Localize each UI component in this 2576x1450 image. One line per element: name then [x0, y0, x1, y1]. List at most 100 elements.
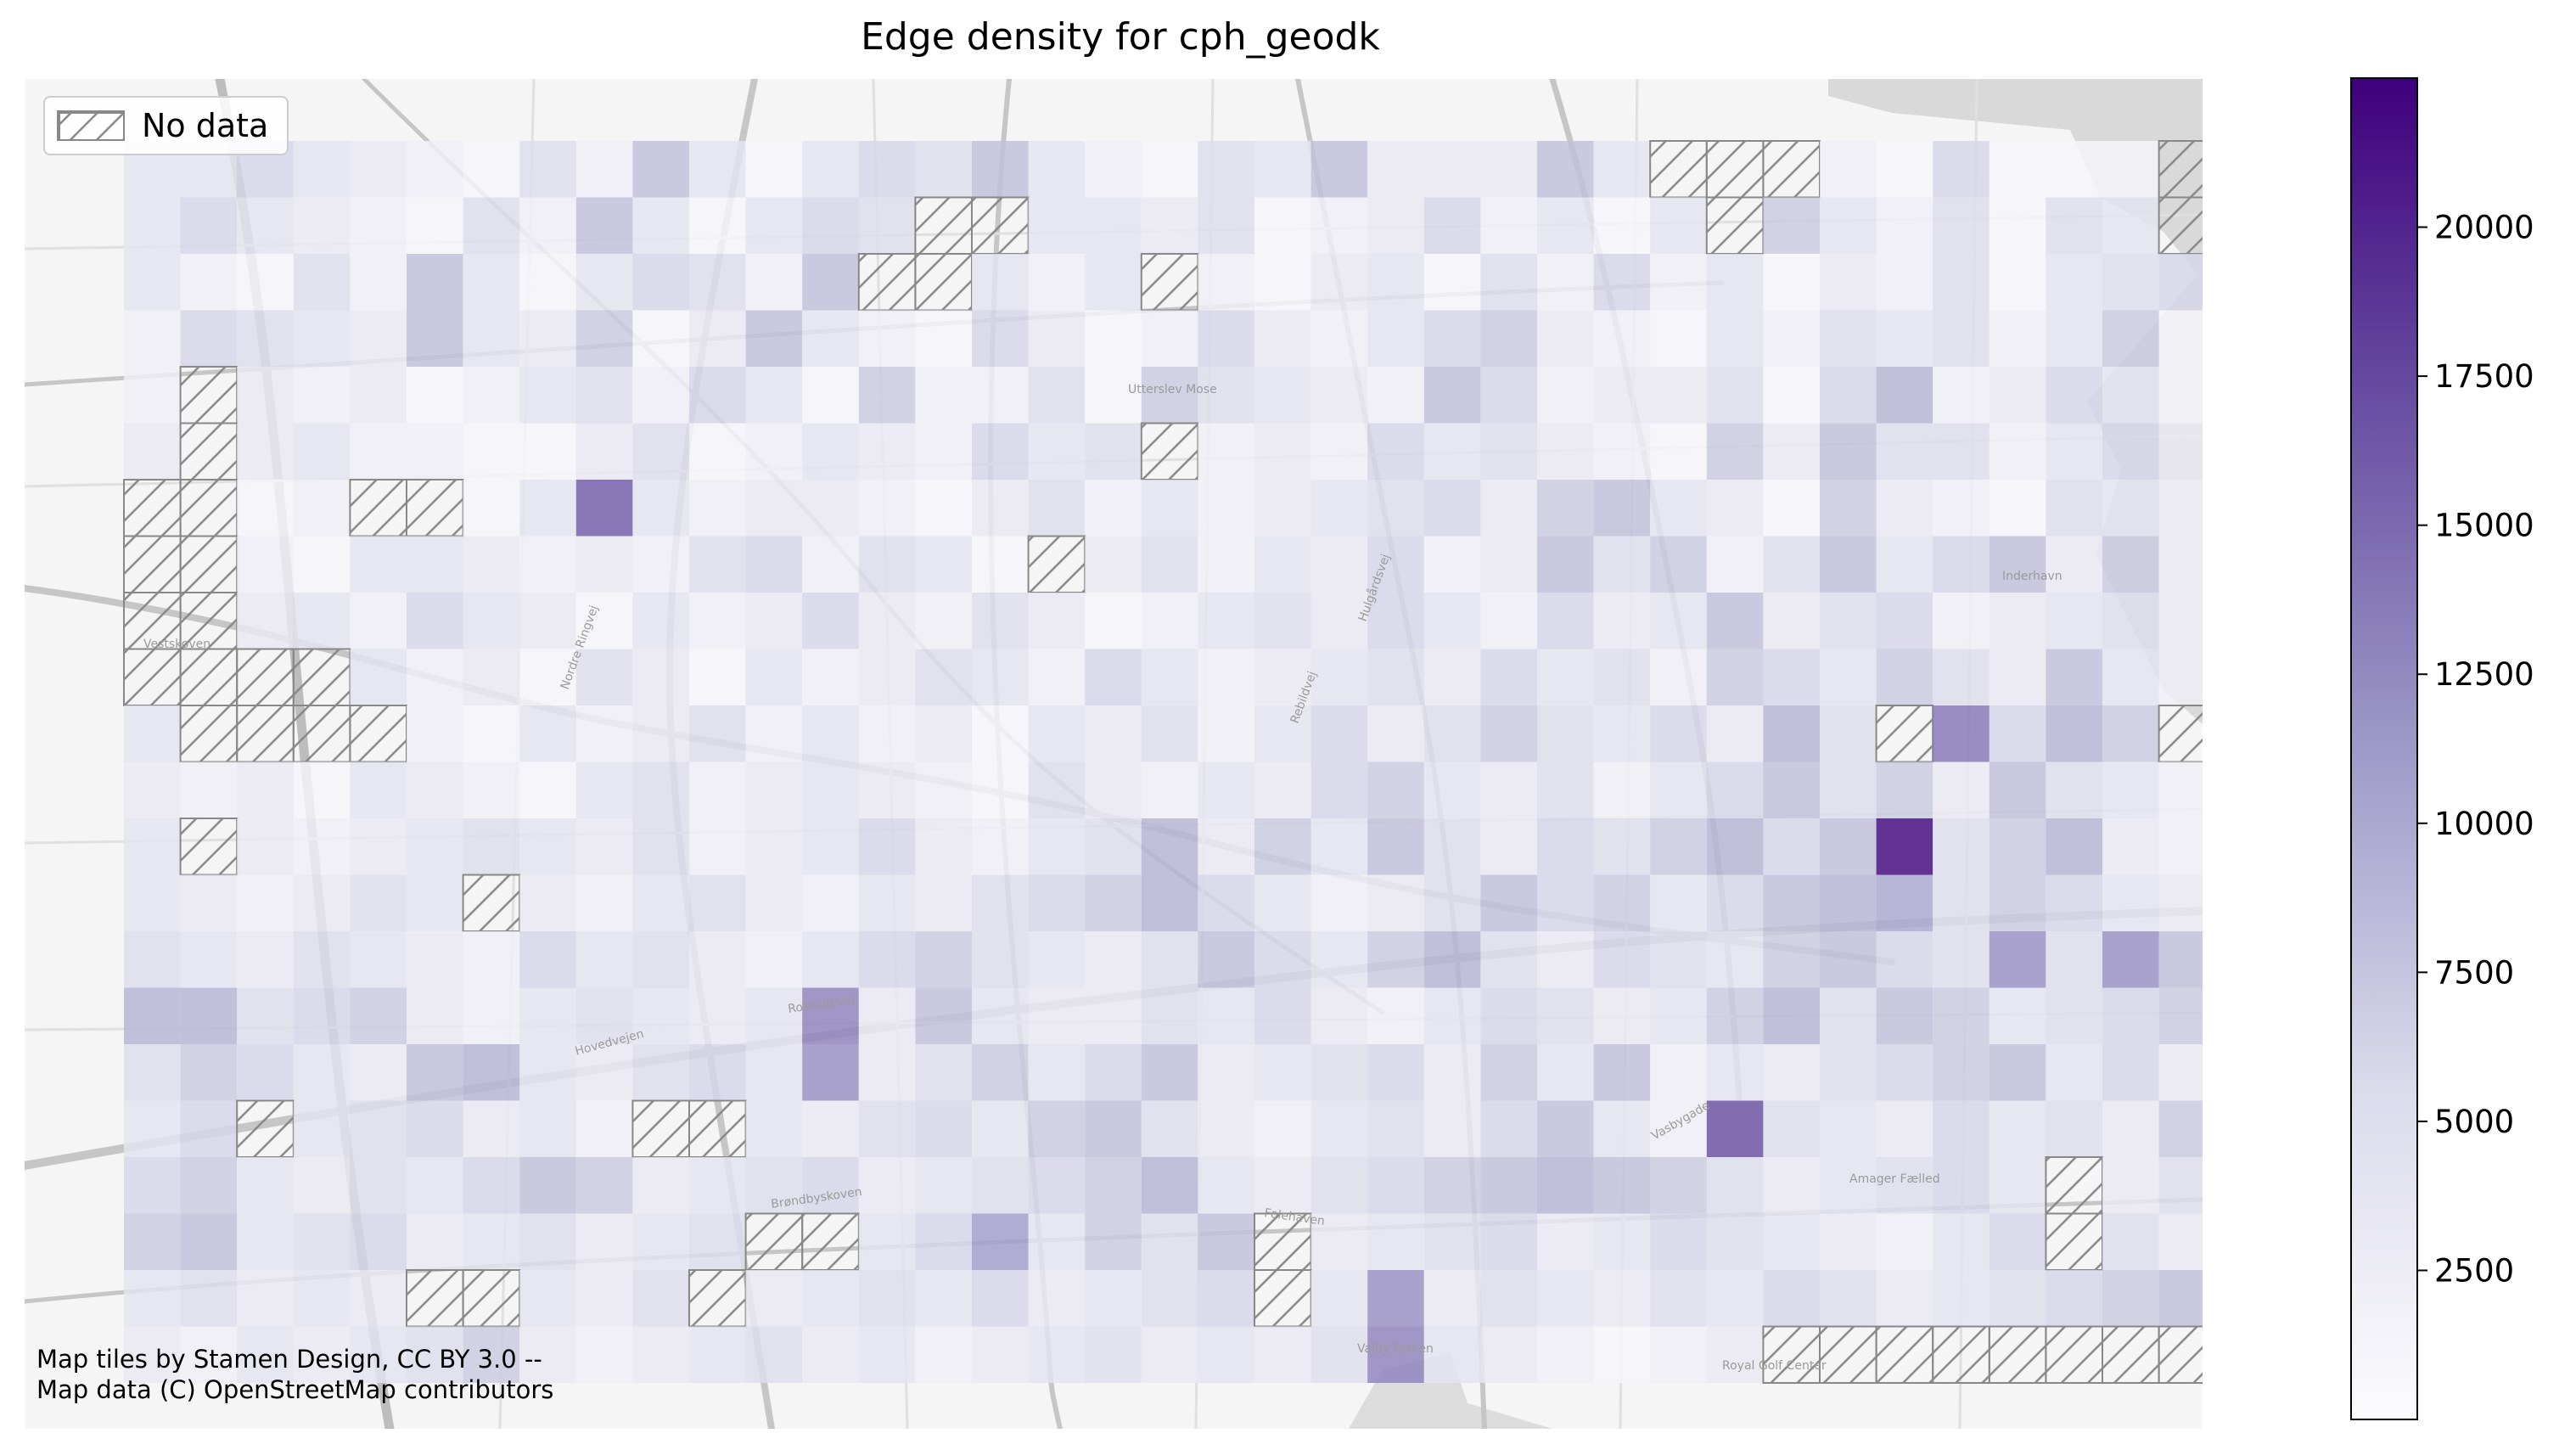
- heatmap-cell: [1480, 649, 1537, 705]
- heatmap-cell: [293, 141, 351, 198]
- heatmap-cell-nodata: [292, 648, 351, 706]
- heatmap-cell-nodata: [292, 705, 351, 763]
- colorbar-tick-label: 17500: [2434, 358, 2534, 395]
- heatmap-cell: [180, 1213, 238, 1270]
- heatmap-cell: [180, 931, 238, 988]
- heatmap-cell: [350, 931, 407, 988]
- heatmap-cell: [1763, 705, 1820, 762]
- heatmap-cell: [1989, 1270, 2046, 1327]
- heatmap-cell: [745, 987, 803, 1044]
- heatmap-cell: [1310, 649, 1368, 705]
- heatmap-cell-nodata: [462, 874, 521, 932]
- heatmap-cell: [1085, 1157, 1142, 1214]
- heatmap-cell: [1254, 874, 1311, 931]
- heatmap-cell: [1423, 987, 1481, 1044]
- heatmap-cell: [1650, 874, 1707, 931]
- heatmap-cell: [1310, 762, 1368, 818]
- heatmap-cell: [2102, 197, 2159, 254]
- heatmap-cell: [2102, 593, 2159, 649]
- heatmap-cell: [915, 1213, 972, 1270]
- heatmap-cell: [1141, 987, 1198, 1044]
- heatmap-cell: [1593, 818, 1651, 875]
- heatmap-cell: [689, 1157, 746, 1214]
- heatmap-cell: [1141, 1270, 1198, 1327]
- heatmap-cell: [575, 818, 633, 875]
- heatmap-cell: [1820, 649, 1877, 705]
- heatmap-cell: [1989, 1100, 2046, 1157]
- heatmap-cell: [575, 931, 633, 988]
- heatmap-cell: [519, 931, 576, 988]
- heatmap-cell: [689, 423, 746, 480]
- heatmap-cell: [1593, 367, 1651, 424]
- heatmap-cell: [1367, 1044, 1424, 1101]
- heatmap-cell: [1650, 310, 1707, 367]
- heatmap-cell: [1537, 874, 1594, 931]
- heatmap-cell: [632, 480, 689, 537]
- heatmap-cell: [1537, 1100, 1594, 1157]
- heatmap-cell-nodata: [123, 648, 182, 706]
- heatmap-cell: [124, 1157, 181, 1214]
- heatmap-cell: [1254, 818, 1311, 875]
- heatmap-cell: [1310, 987, 1368, 1044]
- heatmap-cell: [1593, 197, 1651, 254]
- heatmap-cell: [1423, 762, 1481, 818]
- heatmap-cell: [1423, 1326, 1481, 1383]
- heatmap-cell: [1085, 705, 1142, 762]
- heatmap-cell: [1480, 593, 1537, 649]
- heatmap-cell: [1480, 367, 1537, 424]
- heatmap-cell: [1537, 423, 1594, 480]
- heatmap-cell: [915, 874, 972, 931]
- heatmap-cell: [689, 987, 746, 1044]
- heatmap-cell: [858, 1213, 916, 1270]
- heatmap-cell: [1254, 649, 1311, 705]
- heatmap-cell: [124, 1270, 181, 1327]
- heatmap-cell: [1820, 480, 1877, 537]
- heatmap-cell: [1423, 593, 1481, 649]
- heatmap-cell: [1423, 818, 1481, 875]
- heatmap-cell: [1310, 310, 1368, 367]
- heatmap-cell: [180, 1157, 238, 1214]
- heatmap-cell: [463, 762, 520, 818]
- heatmap-cell: [2158, 423, 2203, 480]
- heatmap-cell: [1423, 141, 1481, 198]
- heatmap-cell: [1141, 1326, 1198, 1383]
- heatmap-cell: [180, 1100, 238, 1157]
- heatmap-cell: [972, 593, 1029, 649]
- heatmap-cell: [1141, 310, 1198, 367]
- heatmap-cell: [632, 874, 689, 931]
- heatmap-cell: [1989, 536, 2046, 593]
- heatmap-cell: [1310, 197, 1368, 254]
- heatmap-cell: [1933, 1213, 1990, 1270]
- heatmap-cell: [237, 310, 294, 367]
- heatmap-cell: [858, 931, 916, 988]
- heatmap-cell-nodata: [1762, 140, 1821, 199]
- heatmap-cell-nodata: [406, 479, 464, 537]
- heatmap-cell: [1537, 367, 1594, 424]
- heatmap-cell: [1763, 197, 1820, 254]
- heatmap-cell: [1537, 310, 1594, 367]
- heatmap-cell: [1367, 1157, 1424, 1214]
- heatmap-cell: [972, 1213, 1029, 1270]
- heatmap-cell: [1763, 367, 1820, 424]
- heatmap-cell: [2102, 141, 2159, 198]
- heatmap-cell: [915, 1270, 972, 1327]
- heatmap-cell: [519, 310, 576, 367]
- heatmap-cell: [1706, 705, 1764, 762]
- heatmap-cell: [1593, 649, 1651, 705]
- heatmap-cell: [1254, 1100, 1311, 1157]
- heatmap-cell: [1650, 197, 1707, 254]
- heatmap-cell: [2102, 987, 2159, 1044]
- heatmap-cell: [1198, 1326, 1254, 1383]
- heatmap-cell: [293, 762, 351, 818]
- heatmap-cell: [1763, 987, 1820, 1044]
- heatmap-cell: [1480, 1326, 1537, 1383]
- heatmap-cell: [293, 931, 351, 988]
- heatmap-cell: [1876, 649, 1933, 705]
- heatmap-cell: [1876, 931, 1933, 988]
- heatmap-cell: [1876, 197, 1933, 254]
- heatmap-cell: [1650, 1157, 1707, 1214]
- heatmap-cell: [1593, 1213, 1651, 1270]
- heatmap-cell: [1989, 423, 2046, 480]
- heatmap-cell: [1593, 987, 1651, 1044]
- heatmap-cell: [575, 141, 633, 198]
